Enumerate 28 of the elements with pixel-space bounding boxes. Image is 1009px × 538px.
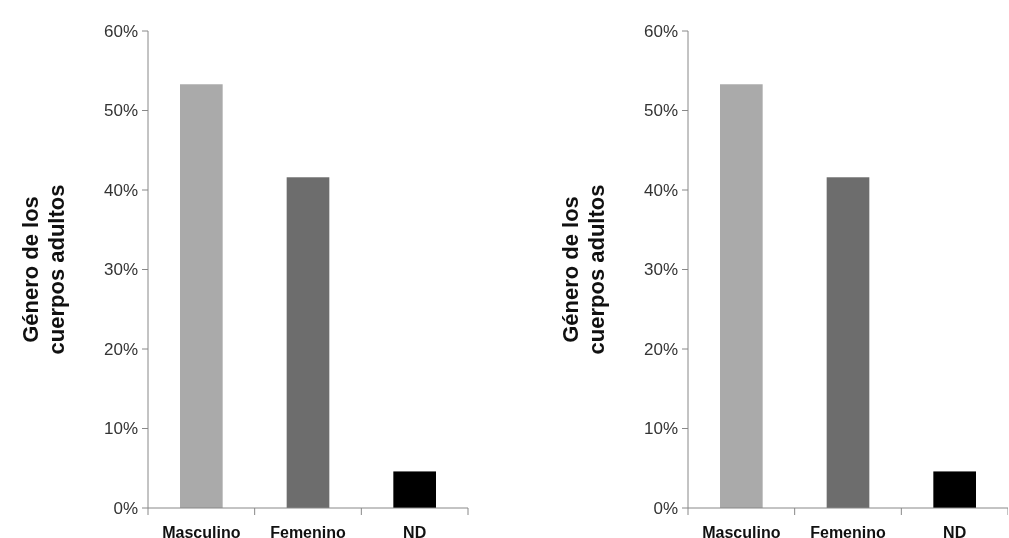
y-tick-label: 30% bbox=[643, 260, 678, 280]
bar bbox=[826, 177, 870, 508]
y-tick-label: 0% bbox=[113, 498, 138, 518]
x-tick-label: Masculino bbox=[162, 524, 241, 538]
bar bbox=[286, 177, 330, 508]
y-tick-label: 60% bbox=[643, 21, 678, 41]
bar bbox=[393, 471, 436, 508]
y-tick-label: 40% bbox=[103, 180, 138, 200]
y-tick-label: 50% bbox=[103, 101, 138, 121]
y-tick-label: 10% bbox=[103, 419, 138, 439]
y-tick-label: 20% bbox=[103, 339, 138, 359]
y-tick-label: 60% bbox=[103, 21, 138, 41]
y-tick-label: 0% bbox=[653, 498, 678, 518]
x-tick-label: ND bbox=[943, 524, 967, 538]
y-tick-label: 20% bbox=[643, 339, 678, 359]
bar bbox=[933, 471, 976, 508]
x-tick-label: ND bbox=[403, 524, 427, 538]
x-tick-label: Femenino bbox=[270, 524, 347, 538]
x-tick-label: Femenino bbox=[810, 524, 887, 538]
x-tick-label: Masculino bbox=[702, 524, 781, 538]
y-tick-label: 40% bbox=[643, 180, 678, 200]
y-axis-title: Género de los cuerpos adultos bbox=[18, 184, 70, 355]
bar bbox=[180, 84, 223, 508]
y-tick-label: 10% bbox=[643, 419, 678, 439]
y-tick-label: 50% bbox=[643, 101, 678, 121]
bar bbox=[720, 84, 763, 508]
y-axis-title: Género de los cuerpos adultos bbox=[558, 184, 610, 355]
y-tick-label: 30% bbox=[103, 260, 138, 280]
